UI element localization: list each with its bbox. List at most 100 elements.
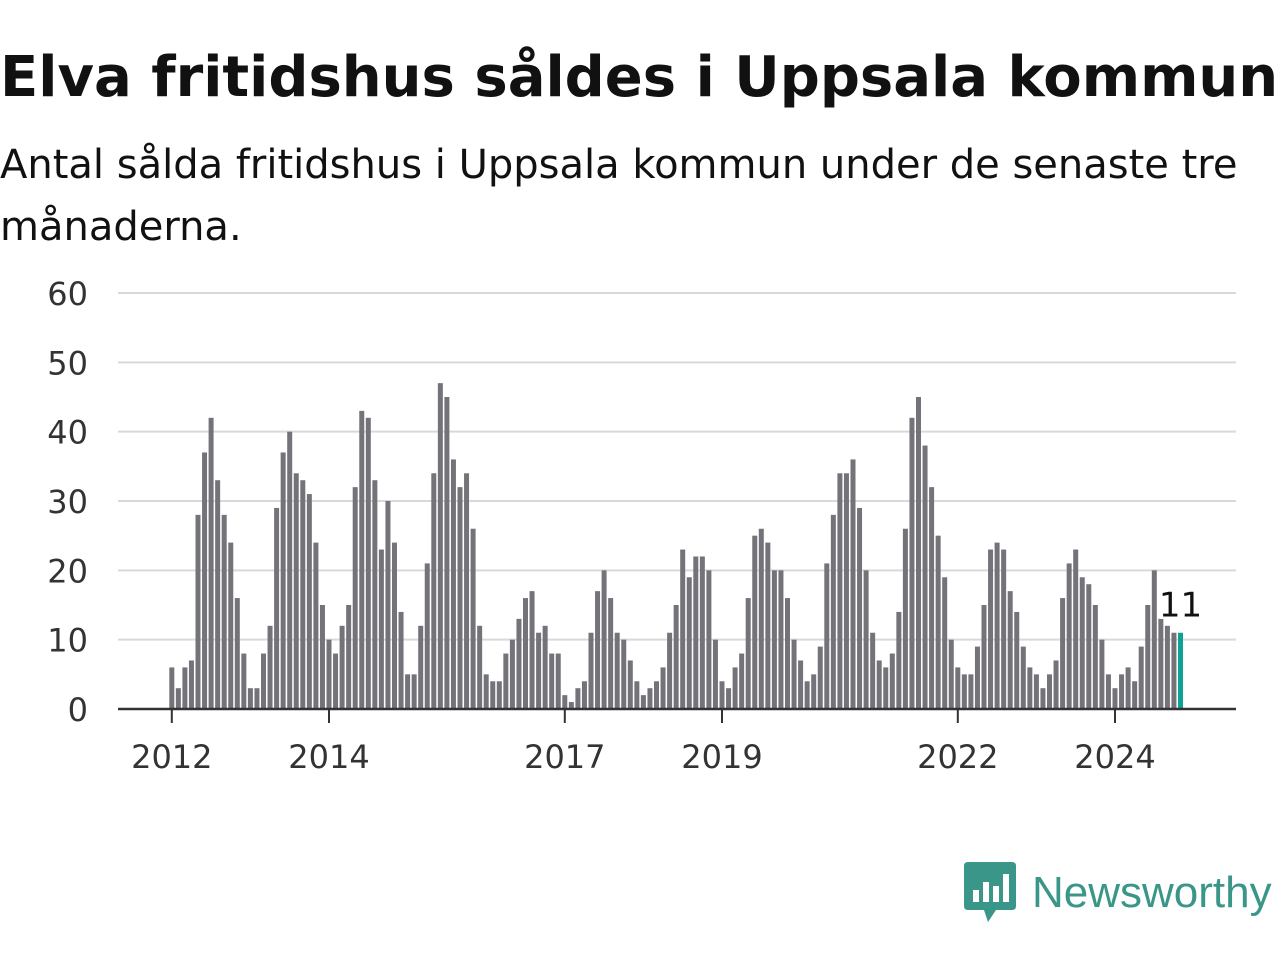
bar bbox=[955, 667, 961, 709]
bar bbox=[1033, 674, 1039, 709]
bar bbox=[863, 570, 869, 709]
bar bbox=[902, 528, 908, 709]
bar bbox=[595, 591, 601, 709]
bar bbox=[241, 653, 247, 709]
bar bbox=[464, 473, 470, 709]
bar bbox=[523, 598, 528, 709]
y-tick-label: 50 bbox=[47, 344, 88, 382]
bar bbox=[1073, 549, 1079, 709]
bar bbox=[948, 639, 954, 709]
data-labels: 11 bbox=[1156, 583, 1204, 628]
bar bbox=[346, 605, 352, 709]
bar bbox=[627, 660, 633, 709]
bar bbox=[811, 674, 817, 709]
bar bbox=[457, 487, 463, 709]
bar bbox=[392, 542, 397, 709]
bar bbox=[909, 417, 915, 709]
bar bbox=[254, 688, 260, 709]
bar bbox=[385, 501, 391, 709]
bar bbox=[333, 653, 339, 709]
bar bbox=[536, 632, 542, 709]
bar bbox=[496, 681, 502, 709]
bars bbox=[169, 383, 1183, 709]
bar bbox=[398, 611, 404, 709]
bar bbox=[339, 625, 345, 709]
bar bbox=[837, 473, 843, 709]
bar bbox=[1099, 639, 1105, 709]
bar bbox=[771, 570, 777, 709]
bar bbox=[726, 688, 732, 709]
bar bbox=[712, 639, 718, 709]
bar bbox=[444, 397, 450, 709]
bar bbox=[667, 632, 673, 709]
bar bbox=[1066, 563, 1072, 709]
bar bbox=[994, 542, 1000, 709]
bar bbox=[614, 632, 620, 709]
y-tick-label: 60 bbox=[47, 275, 88, 313]
bar bbox=[372, 480, 378, 709]
bar bbox=[1158, 618, 1164, 709]
bar-chart-speech-bubble-icon bbox=[964, 862, 1016, 922]
bar bbox=[647, 688, 653, 709]
bar bbox=[804, 681, 810, 709]
bar bbox=[293, 473, 299, 709]
bar bbox=[1047, 674, 1052, 709]
x-tick-label: 2012 bbox=[131, 738, 212, 776]
bar bbox=[1086, 584, 1092, 709]
bar bbox=[359, 410, 365, 709]
bar bbox=[1014, 611, 1020, 709]
bar bbox=[889, 653, 895, 709]
bar bbox=[418, 625, 424, 709]
bar bbox=[752, 535, 758, 709]
newsworthy-logo: Newsworthy bbox=[964, 862, 1272, 924]
bar bbox=[352, 487, 358, 709]
y-tick-label: 10 bbox=[47, 622, 88, 660]
x-tick-label: 2024 bbox=[1074, 738, 1155, 776]
bar bbox=[1060, 598, 1066, 709]
chart-subtitle: Antal sålda fritidshus i Uppsala kommun … bbox=[0, 142, 1238, 250]
bar bbox=[1125, 667, 1131, 709]
bar bbox=[221, 514, 227, 709]
bar bbox=[490, 681, 496, 709]
bar bbox=[850, 459, 856, 709]
bar bbox=[568, 702, 574, 709]
bar bbox=[876, 660, 882, 709]
bar bbox=[326, 639, 332, 709]
bar bbox=[1171, 632, 1177, 709]
bar bbox=[555, 653, 561, 709]
bar bbox=[1020, 646, 1026, 709]
bar bbox=[765, 542, 771, 709]
bar bbox=[188, 660, 194, 709]
bar bbox=[660, 667, 666, 709]
bar bbox=[1040, 688, 1046, 709]
bar bbox=[313, 542, 319, 709]
bar bbox=[306, 494, 312, 709]
bar-highlight bbox=[1178, 632, 1183, 709]
bar bbox=[509, 639, 515, 709]
bar bbox=[378, 549, 384, 709]
bar bbox=[739, 653, 745, 709]
bar bbox=[922, 445, 928, 709]
y-axis-tick-labels: 0 10 20 30 40 50 60 bbox=[47, 275, 88, 729]
bar bbox=[215, 480, 221, 709]
bar bbox=[247, 688, 253, 709]
bar bbox=[640, 695, 646, 709]
bar bbox=[798, 660, 804, 709]
bar bbox=[562, 695, 568, 709]
bar bbox=[431, 473, 437, 709]
bar bbox=[169, 667, 175, 709]
bar bbox=[830, 514, 836, 709]
bar bbox=[202, 452, 208, 709]
x-axis bbox=[118, 707, 1236, 723]
bar bbox=[870, 632, 876, 709]
bar bbox=[634, 681, 640, 709]
bar bbox=[437, 383, 443, 709]
bar bbox=[758, 528, 764, 709]
bar bbox=[483, 674, 489, 709]
bar bbox=[1112, 688, 1118, 709]
bar bbox=[1007, 591, 1013, 709]
bar bbox=[581, 681, 587, 709]
bar bbox=[693, 556, 699, 709]
bar bbox=[621, 639, 627, 709]
